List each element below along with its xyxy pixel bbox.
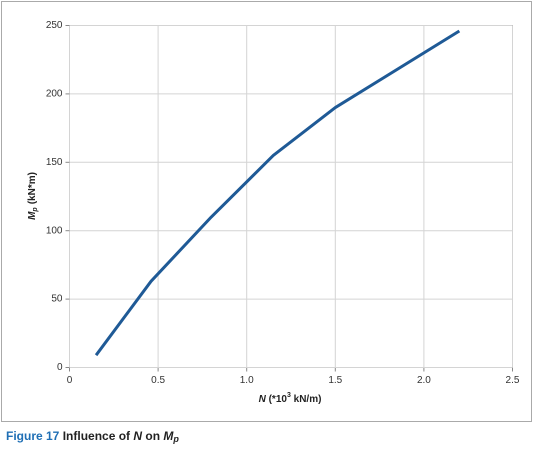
x-tick-label: 0.5 xyxy=(151,375,165,386)
caption: Figure 17 Influence of N on Mp xyxy=(6,429,179,444)
y-tick-label: 100 xyxy=(46,225,63,236)
y-tick-label: 250 xyxy=(46,20,63,31)
y-label-sub: p xyxy=(32,207,39,213)
y-tick-label: 0 xyxy=(57,362,63,373)
x-label-unit: kN/m) xyxy=(291,394,322,405)
caption-symbol: N xyxy=(133,429,142,443)
x-tick-label: 1.0 xyxy=(240,375,254,386)
caption-symbol: M xyxy=(163,429,174,443)
y-label-symbol: M xyxy=(27,211,38,220)
x-tick-label: 0 xyxy=(67,375,73,386)
x-label-unit: (*10 xyxy=(269,394,288,405)
y-tick-label: 50 xyxy=(51,294,63,305)
caption-text: on xyxy=(145,429,160,443)
caption-text: Influence of xyxy=(63,429,131,443)
frame xyxy=(1,1,532,422)
data-line xyxy=(94,29,461,357)
x-label-sup: 3 xyxy=(287,392,291,399)
x-label-symbol: N xyxy=(259,394,267,405)
x-tick-label: 2.0 xyxy=(417,375,431,386)
y-tick-label: 150 xyxy=(46,157,63,168)
caption-label: Figure 17 xyxy=(6,429,60,443)
y-tick-label: 200 xyxy=(46,89,63,100)
x-axis-label: N (*103 kN/m) xyxy=(259,392,322,405)
x-tick-label: 2.5 xyxy=(506,375,520,386)
x-tick-label: 1.5 xyxy=(328,375,342,386)
y-label-unit: (kN*m) xyxy=(27,172,38,204)
caption-sub: p xyxy=(172,434,179,444)
y-axis-label: Mp (kN*m) xyxy=(27,172,39,220)
